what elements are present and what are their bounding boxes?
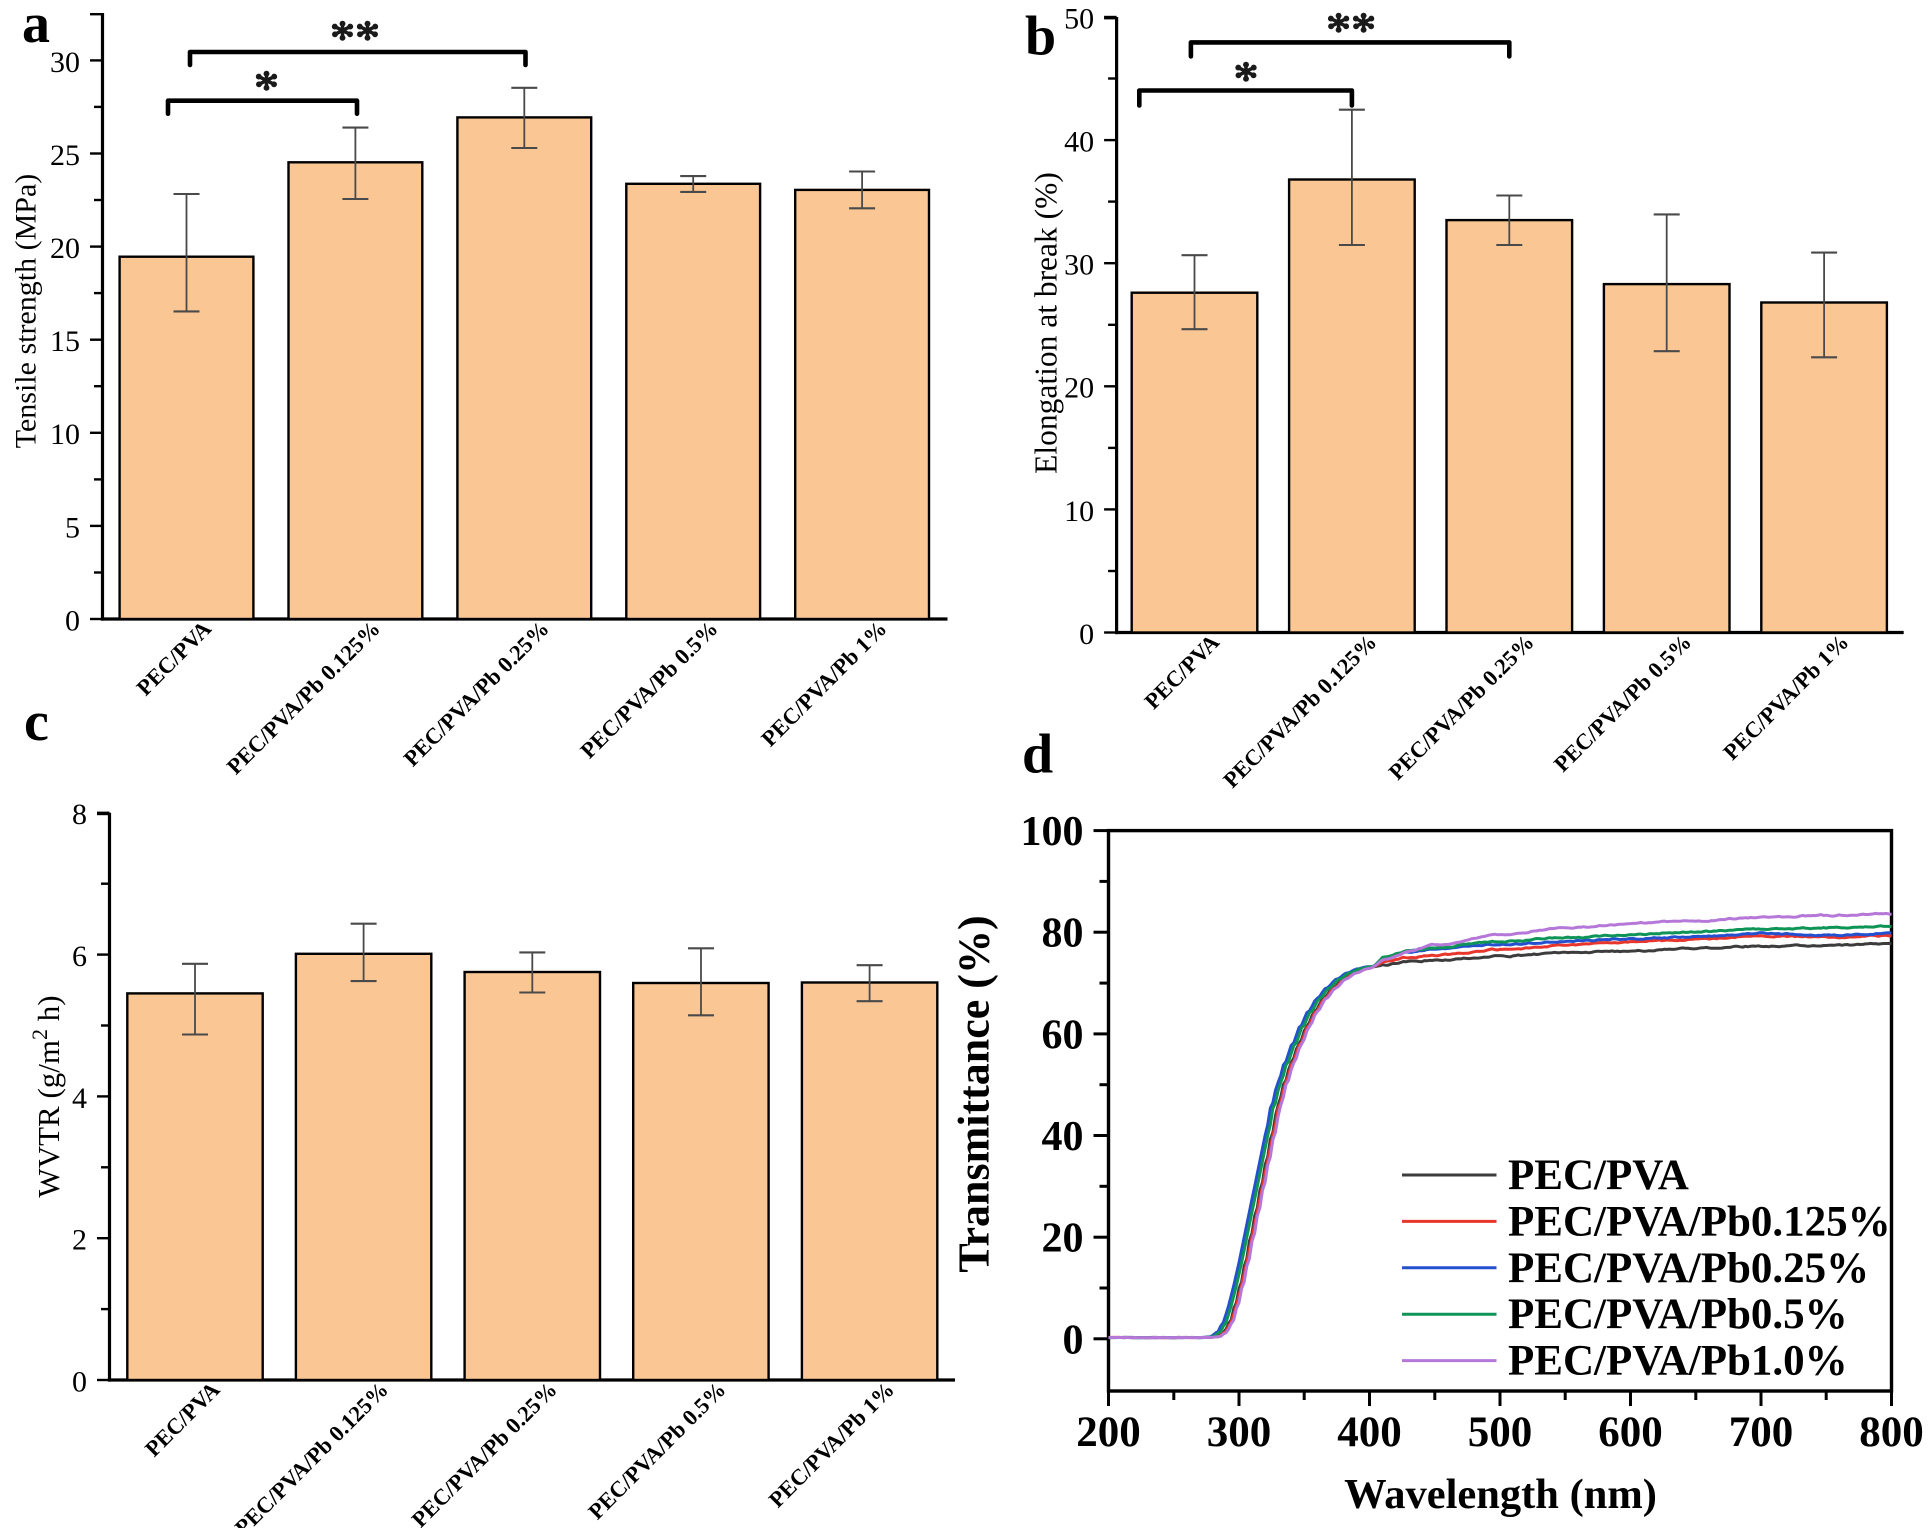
svg-text:10: 10	[50, 418, 80, 451]
svg-text:80: 80	[1042, 911, 1084, 957]
svg-text:200: 200	[1076, 1409, 1141, 1456]
svg-text:4: 4	[72, 1082, 87, 1115]
svg-text:20: 20	[1064, 372, 1094, 405]
svg-text:PEC/PVA/Pb1.0%: PEC/PVA/Pb1.0%	[1508, 1338, 1848, 1385]
svg-text:5: 5	[65, 511, 80, 544]
svg-text:0: 0	[1079, 618, 1094, 651]
svg-text:0: 0	[1063, 1317, 1084, 1363]
svg-text:Elongation at break (%): Elongation at break (%)	[1029, 172, 1064, 474]
svg-text:Tensile strength (MPa): Tensile strength (MPa)	[10, 174, 43, 449]
svg-text:8: 8	[72, 798, 87, 831]
svg-text:Wavelength (nm): Wavelength (nm)	[1344, 1471, 1657, 1518]
svg-text:20: 20	[50, 232, 80, 265]
svg-text:40: 40	[1042, 1114, 1084, 1160]
svg-text:50: 50	[1064, 2, 1094, 35]
svg-text:40: 40	[1064, 126, 1094, 159]
svg-text:2: 2	[72, 1224, 87, 1257]
svg-text:PEC/PVA: PEC/PVA	[1508, 1152, 1689, 1199]
svg-text:30: 30	[1064, 249, 1094, 282]
svg-text:Transmittance (%): Transmittance (%)	[950, 915, 999, 1272]
svg-text:500: 500	[1468, 1409, 1533, 1456]
svg-text:WVTR (g/m2 h): WVTR (g/m2 h)	[27, 995, 66, 1197]
svg-text:700: 700	[1729, 1409, 1794, 1456]
svg-text:a: a	[22, 0, 50, 55]
svg-text:PEC/PVA/Pb0.125%: PEC/PVA/Pb0.125%	[1508, 1198, 1891, 1245]
svg-text:d: d	[1022, 724, 1053, 786]
svg-text:400: 400	[1337, 1409, 1402, 1456]
svg-text:PEC/PVA/Pb0.5%: PEC/PVA/Pb0.5%	[1508, 1291, 1848, 1338]
svg-text:600: 600	[1598, 1409, 1663, 1456]
svg-text:c: c	[24, 691, 49, 753]
svg-text:20: 20	[1042, 1216, 1084, 1262]
svg-text:800: 800	[1859, 1409, 1924, 1456]
svg-text:30: 30	[50, 46, 80, 79]
svg-text:300: 300	[1207, 1409, 1272, 1456]
svg-text:0: 0	[72, 1365, 87, 1398]
svg-text:0: 0	[65, 604, 80, 637]
svg-text:b: b	[1025, 6, 1056, 68]
svg-text:100: 100	[1021, 809, 1084, 855]
svg-text:25: 25	[50, 139, 80, 172]
svg-text:15: 15	[50, 325, 80, 358]
svg-text:10: 10	[1064, 495, 1094, 528]
svg-text:PEC/PVA/Pb0.25%: PEC/PVA/Pb0.25%	[1508, 1245, 1869, 1292]
svg-text:6: 6	[72, 940, 87, 973]
svg-text:60: 60	[1042, 1012, 1084, 1058]
